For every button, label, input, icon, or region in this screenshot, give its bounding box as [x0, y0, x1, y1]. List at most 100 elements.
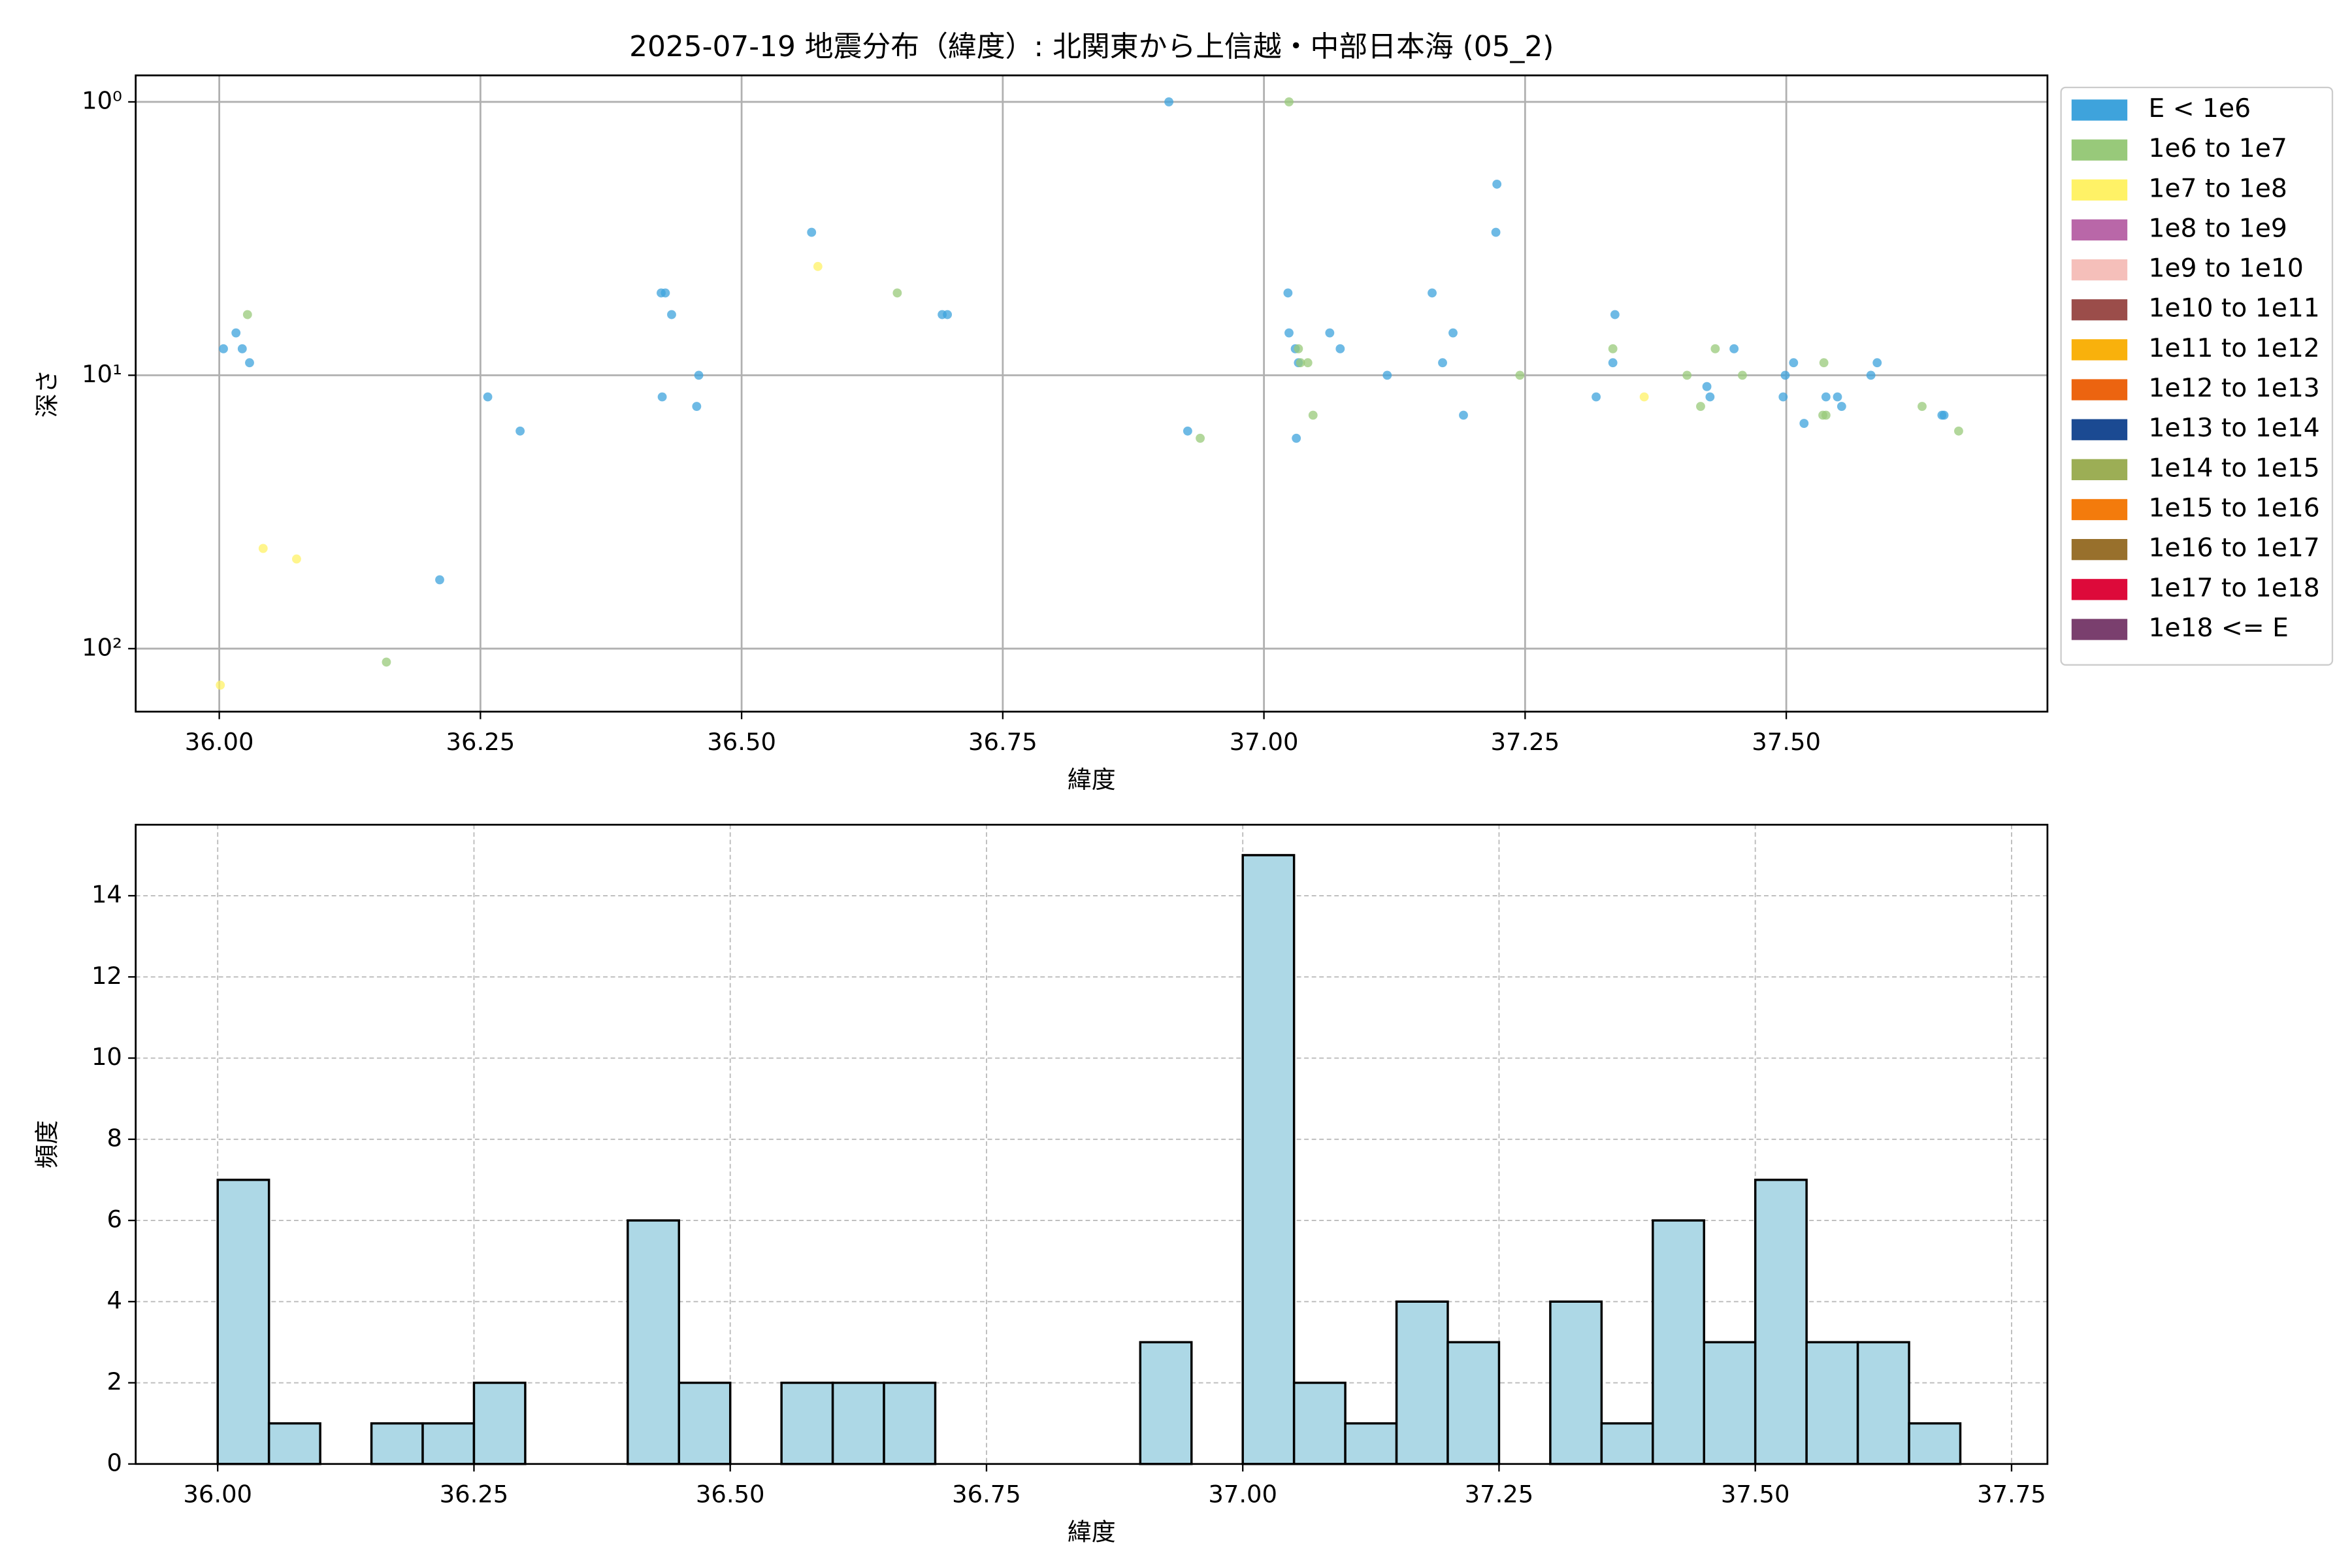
x-tick-label: 37.75	[1977, 1480, 2046, 1509]
x-tick-label: 36.00	[183, 1480, 252, 1509]
point	[1296, 358, 1305, 368]
x-tick-label: 36.50	[707, 728, 776, 756]
bar	[1703, 1341, 1757, 1465]
bar	[1652, 1219, 1705, 1465]
y-tick-label: 14	[91, 881, 122, 909]
point	[242, 310, 252, 319]
y-tick-label: 10²	[82, 633, 122, 661]
point	[1608, 344, 1618, 353]
plot-frame	[135, 74, 2049, 713]
legend-label: 1e6 to 1e7	[2148, 134, 2287, 163]
y-tick-label: 4	[106, 1286, 122, 1315]
legend-swatch	[2071, 619, 2128, 640]
point	[1438, 358, 1447, 368]
y-tick-label: 10⁰	[82, 86, 122, 114]
x-axis-label: 緯度	[1068, 766, 1116, 794]
bar	[1856, 1341, 1910, 1465]
point	[1799, 419, 1809, 428]
x-tick-label: 37.50	[1752, 728, 1821, 756]
point	[1837, 402, 1846, 411]
point	[1710, 344, 1720, 353]
legend-swatch	[2071, 139, 2128, 161]
x-tick-label: 37.25	[1465, 1480, 1534, 1509]
point	[216, 680, 225, 690]
point	[1778, 392, 1788, 402]
point	[1818, 410, 1827, 420]
point	[1872, 358, 1882, 368]
point	[515, 426, 525, 436]
x-tick-label: 36.75	[952, 1480, 1021, 1509]
legend-label: 1e8 to 1e9	[2148, 214, 2287, 243]
y-axis-label: 深さ	[33, 369, 61, 417]
y-tick-label: 0	[106, 1448, 122, 1477]
y-tick-label: 8	[106, 1124, 122, 1152]
legend-label: 1e15 to 1e16	[2148, 494, 2319, 523]
point	[1294, 344, 1303, 353]
legend-label: 1e13 to 1e14	[2148, 414, 2319, 443]
bar	[1292, 1381, 1347, 1465]
point	[483, 392, 493, 402]
y-tick-label: 10¹	[82, 360, 122, 388]
bar	[267, 1422, 321, 1465]
point	[1866, 370, 1876, 380]
x-tick-label: 37.00	[1208, 1480, 1277, 1509]
legend-label: 1e7 to 1e8	[2148, 174, 2287, 203]
point	[694, 370, 704, 380]
x-tick-label: 37.00	[1230, 728, 1299, 756]
bar	[421, 1422, 476, 1465]
point	[1164, 97, 1174, 106]
point	[1682, 370, 1692, 380]
point	[1335, 344, 1345, 353]
legend-label: 1e11 to 1e12	[2148, 334, 2319, 363]
bar	[1395, 1300, 1449, 1465]
point	[1515, 370, 1525, 380]
point	[692, 402, 702, 411]
legend-label: E < 1e6	[2148, 94, 2251, 123]
bar	[1549, 1300, 1603, 1465]
legend-swatch	[2071, 379, 2128, 400]
point	[1382, 370, 1392, 380]
x-tick-label: 36.75	[968, 728, 1037, 756]
x-tick-label: 36.25	[446, 728, 515, 756]
legend-swatch	[2071, 539, 2128, 561]
bar	[1600, 1422, 1654, 1465]
point	[1738, 370, 1747, 380]
point	[435, 575, 444, 585]
x-tick-label: 37.50	[1721, 1480, 1790, 1509]
point	[1821, 392, 1831, 402]
legend-swatch	[2071, 419, 2128, 440]
point	[1292, 433, 1301, 443]
point	[892, 288, 902, 298]
x-tick-label: 36.50	[696, 1480, 765, 1509]
legend-label: 1e17 to 1e18	[2148, 574, 2319, 603]
bar	[1754, 1179, 1808, 1465]
x-tick-label: 36.00	[185, 728, 254, 756]
bar	[1805, 1341, 1859, 1465]
legend-swatch	[2071, 498, 2128, 521]
x-tick-label: 36.25	[440, 1480, 509, 1509]
x-axis-label: 緯度	[1068, 1518, 1116, 1546]
y-tick-label: 6	[106, 1205, 122, 1233]
point	[1610, 310, 1620, 319]
bar	[678, 1381, 732, 1465]
legend-swatch	[2071, 99, 2128, 121]
legend-swatch	[2071, 179, 2128, 201]
y-tick-label: 2	[106, 1367, 122, 1396]
point	[1608, 358, 1618, 368]
point	[1284, 328, 1294, 338]
point	[1954, 426, 1963, 436]
bar	[627, 1219, 680, 1465]
legend-swatch	[2071, 299, 2128, 321]
point	[807, 227, 817, 237]
legend-label: 1e18 <= E	[2148, 613, 2288, 643]
y-tick-label: 12	[91, 962, 122, 990]
point	[1448, 328, 1458, 338]
point	[1639, 392, 1649, 402]
bar	[216, 1179, 270, 1465]
point	[245, 358, 254, 368]
point	[661, 288, 670, 298]
point	[657, 392, 667, 402]
point	[1918, 402, 1927, 411]
bar	[472, 1381, 527, 1465]
